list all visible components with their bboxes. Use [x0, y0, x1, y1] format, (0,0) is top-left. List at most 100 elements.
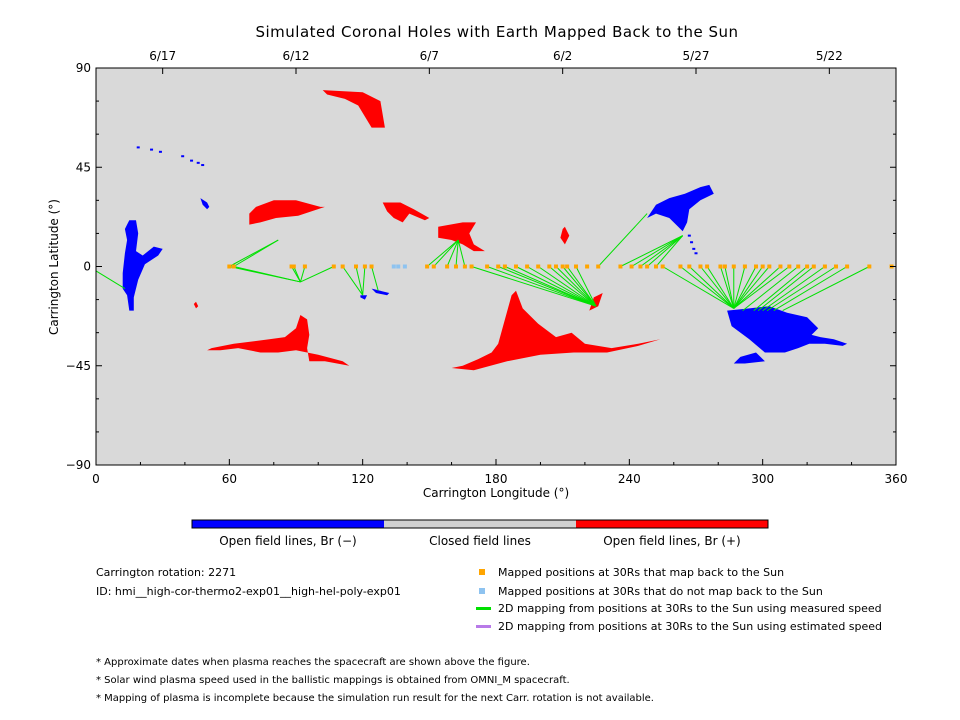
- chart-title: Simulated Coronal Holes with Earth Mappe…: [255, 23, 738, 41]
- note-incomplete: * Mapping of plasma is incomplete becaus…: [96, 693, 654, 704]
- colorbar-negative: [192, 520, 384, 528]
- legend-mapped: Mapped positions at 30Rs that map back t…: [498, 566, 785, 579]
- mapped-position-11: [431, 264, 436, 269]
- y-tick-label-1: −45: [66, 359, 91, 373]
- x-tick-label-0: 0: [92, 472, 100, 486]
- coronal-hole-positive-12: [451, 290, 661, 371]
- mapping-line-42: [724, 266, 735, 309]
- mapped-position-3: [291, 264, 296, 269]
- mapping-line-15: [446, 239, 459, 267]
- open-field-speck-5: [196, 161, 200, 164]
- coronal-hole-positive-13: [589, 293, 603, 311]
- mapped-position-41: [731, 264, 736, 269]
- coronal-hole-positive-9: [382, 202, 430, 223]
- mapped-position-23: [554, 264, 558, 269]
- coronal-hole-positive-15: [560, 226, 570, 245]
- unmapped-position-2: [402, 264, 407, 269]
- mapping-line-8: [300, 266, 334, 283]
- coronal-hole-negative-5: [371, 288, 390, 296]
- coronal-hole-positive-11: [207, 315, 350, 366]
- y-tick-label-3: 45: [76, 160, 91, 174]
- date-label-5: 5/22: [816, 49, 843, 63]
- mapped-position-10: [425, 264, 430, 269]
- legend-measured: 2D mapping from positions at 30Rs to the…: [498, 602, 882, 615]
- date-label-1: 6/12: [283, 49, 310, 63]
- mapped-position-19: [514, 264, 518, 269]
- plot-background: [96, 68, 896, 465]
- open-field-speck-9: [692, 247, 696, 250]
- open-field-speck-4: [190, 159, 194, 162]
- date-axis-labels: 6/17 6/12 6/7 6/2 5/27 5/22: [149, 49, 843, 63]
- legend-estimated-line-icon: [476, 625, 491, 628]
- mapped-position-32: [645, 264, 650, 269]
- mapping-line-47: [733, 266, 770, 309]
- mapped-position-49: [805, 264, 810, 269]
- coronal-hole-negative-2: [647, 184, 714, 232]
- mapped-position-44: [760, 264, 765, 269]
- mapping-line-23: [526, 266, 597, 307]
- mapped-position-25: [565, 264, 570, 269]
- mapping-lines: [95, 213, 870, 312]
- mapped-position-13: [454, 264, 458, 269]
- legend-unmapped-icon: [479, 588, 485, 594]
- mapped-position-31: [638, 264, 643, 269]
- colorbar-label-negative: Open field lines, Br (−): [219, 534, 357, 548]
- date-label-0: 6/17: [149, 49, 176, 63]
- mapping-line-12: [371, 266, 379, 291]
- open-field-speck-10: [694, 252, 698, 255]
- mapping-line-50: [742, 266, 799, 312]
- mapping-line-36: [662, 266, 735, 309]
- mapped-position-9: [369, 264, 374, 269]
- mapped-position-21: [536, 264, 541, 269]
- mapped-position-53: [845, 264, 850, 269]
- mapping-line-51: [753, 266, 808, 311]
- mapping-line-37: [680, 266, 735, 309]
- mapping-line-7: [299, 266, 306, 283]
- mapped-position-1: [231, 264, 236, 269]
- coronal-hole-negative-0: [122, 220, 163, 311]
- legend-unmapped: Mapped positions at 30Rs that do not map…: [498, 585, 823, 598]
- mapped-position-35: [678, 264, 683, 269]
- y-tick-label-2: 0: [83, 260, 91, 274]
- mapped-position-15: [469, 264, 474, 269]
- open-field-speck-2: [158, 150, 162, 153]
- colorbar: Open field lines, Br (−) Closed field li…: [191, 519, 769, 548]
- mapping-line-32: [631, 235, 683, 267]
- mapped-position-26: [574, 264, 578, 269]
- mapping-line-35: [655, 235, 684, 267]
- date-label-2: 6/7: [420, 49, 439, 63]
- mapping-line-9: [342, 266, 364, 296]
- mapped-position-54: [867, 264, 872, 269]
- coronal-hole-negative-1: [200, 198, 210, 210]
- mapping-line-21: [504, 266, 597, 307]
- colorbar-frame: [191, 519, 769, 529]
- colorbar-closed: [384, 520, 576, 528]
- mapping-line-49: [733, 266, 790, 309]
- mapped-position-51: [822, 264, 827, 269]
- open-field-speck-8: [690, 241, 694, 244]
- mapping-line-25: [549, 266, 597, 307]
- colorbar-positive: [576, 520, 768, 528]
- y-axis-label: Carrington Latitude (°): [47, 199, 61, 335]
- mapping-line-4: [233, 266, 301, 283]
- coronal-hole-positive-14: [193, 301, 199, 309]
- open-field-speck-6: [201, 164, 205, 167]
- mapping-line-41: [719, 266, 735, 309]
- mapping-line-27: [562, 266, 597, 307]
- colorbar-label-positive: Open field lines, Br (+): [603, 534, 741, 548]
- mapping-line-40: [706, 266, 735, 309]
- y-tick-label-4: 90: [76, 61, 91, 75]
- mapped-position-52: [834, 264, 838, 269]
- mapped-position-12: [445, 264, 450, 269]
- mapped-position-18: [502, 264, 507, 269]
- coronal-holes: [122, 90, 848, 371]
- mapping-line-56: [782, 266, 870, 312]
- note-dates: * Approximate dates when plasma reaches …: [96, 657, 530, 668]
- open-field-speck-0: [136, 146, 140, 149]
- open-field-speck-7: [687, 234, 691, 237]
- mapped-position-27: [585, 264, 590, 269]
- x-tick-label-4: 240: [618, 472, 641, 486]
- date-label-3: 6/2: [553, 49, 572, 63]
- axis-ticks: [95, 67, 897, 466]
